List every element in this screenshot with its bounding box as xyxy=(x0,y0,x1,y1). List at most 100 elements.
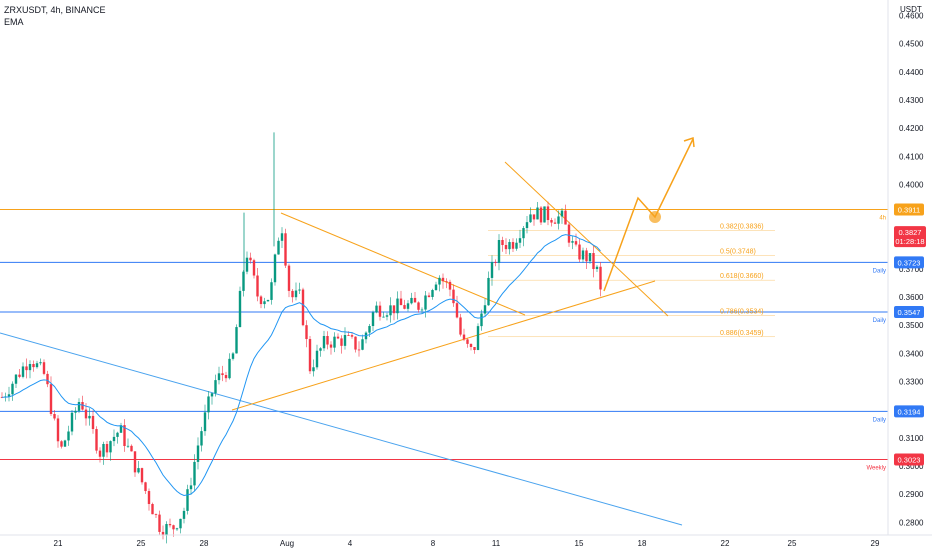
candle-body xyxy=(462,334,466,340)
candle xyxy=(263,297,266,309)
candle xyxy=(480,309,483,331)
candle-body xyxy=(343,335,347,346)
trendlines[interactable] xyxy=(0,161,683,526)
candle-body xyxy=(581,250,585,260)
candle xyxy=(56,415,60,448)
symbol-title[interactable]: ZRXUSDT, 4h, BINANCE xyxy=(4,5,106,15)
candle xyxy=(599,262,602,297)
level-price-label: 0.3023 xyxy=(898,456,921,465)
legend: ZRXUSDT, 4h, BINANCE EMA xyxy=(4,4,106,28)
candle xyxy=(242,270,245,297)
candle xyxy=(133,451,137,477)
ascending-trendline[interactable] xyxy=(231,280,656,411)
candle-body xyxy=(130,445,133,452)
candle-body xyxy=(214,380,217,394)
candle xyxy=(403,299,406,310)
time-tick-label: Aug xyxy=(280,539,294,548)
price-tick-label: 0.3400 xyxy=(899,349,924,358)
candle-body xyxy=(438,277,441,285)
descending-trendline[interactable] xyxy=(0,332,683,526)
candle xyxy=(469,343,473,351)
resistance-trendline[interactable] xyxy=(280,212,526,316)
projection-pivot-marker[interactable] xyxy=(649,211,661,223)
indicator-label[interactable]: EMA xyxy=(4,17,24,27)
candle-body xyxy=(410,297,413,304)
candle xyxy=(588,253,592,264)
time-tick-label: 4 xyxy=(348,539,353,548)
candle-body xyxy=(21,366,25,377)
current-price-tag xyxy=(894,226,926,248)
candle-body xyxy=(116,432,119,437)
candle-body xyxy=(571,241,574,243)
fib-level-label: 0.618(0.3660) xyxy=(720,273,764,280)
candle xyxy=(529,207,532,223)
candle-body xyxy=(560,210,564,217)
candle xyxy=(7,386,11,402)
wedge-trendline[interactable] xyxy=(504,161,669,317)
candle-body xyxy=(270,282,273,300)
price-tick-label: 0.4000 xyxy=(899,180,924,189)
candle-body xyxy=(420,309,424,311)
candle xyxy=(522,226,525,247)
candle xyxy=(256,267,259,302)
candle-body xyxy=(567,224,571,243)
candle xyxy=(105,440,109,458)
candle-body xyxy=(347,335,350,336)
candle-body xyxy=(221,373,224,376)
candle-body xyxy=(291,290,294,298)
candle xyxy=(193,454,196,492)
candle-body xyxy=(60,441,63,447)
candle xyxy=(63,439,67,448)
candle xyxy=(581,247,585,263)
candle xyxy=(287,263,291,298)
price-tick-label: 0.3000 xyxy=(899,462,924,471)
candle-body xyxy=(175,528,179,530)
time-axis[interactable]: 21 25 28 Aug 4 8 11 15 18 22 25 29 xyxy=(54,539,880,548)
candle xyxy=(354,336,357,353)
candle-body xyxy=(480,313,483,327)
candle-body xyxy=(476,326,480,350)
candle-body xyxy=(165,524,168,536)
candle xyxy=(25,358,28,379)
candle-body xyxy=(368,326,371,333)
candle xyxy=(413,291,417,303)
candle xyxy=(525,216,529,234)
candle-body xyxy=(39,362,42,364)
fib-retracement[interactable]: 0.382(0.3836) 0.5(0.3748) 0.618(0.3660) 0.7… xyxy=(488,224,775,338)
fib-level-label: 0.5(0.3748) xyxy=(720,248,756,255)
candle xyxy=(144,481,147,495)
candle xyxy=(501,236,504,252)
candle-body xyxy=(207,396,210,413)
candle-body xyxy=(385,315,389,317)
candle xyxy=(284,228,287,268)
candle xyxy=(154,513,158,519)
projection-arrowhead xyxy=(683,136,695,148)
projection-arrow[interactable] xyxy=(603,136,695,292)
candle-body xyxy=(508,242,511,250)
candle xyxy=(175,527,179,531)
candle-body xyxy=(259,296,263,305)
candle-body xyxy=(84,409,88,419)
candle-body xyxy=(25,366,28,371)
candle-body xyxy=(315,350,319,368)
countdown-label: 01:28:18 xyxy=(895,237,924,246)
candle-body xyxy=(63,440,67,447)
candle xyxy=(592,246,595,278)
horizontal-levels[interactable]: 4h Daily Daily Daily Weekly xyxy=(0,208,888,472)
candle-body xyxy=(14,374,18,384)
candle-body xyxy=(497,239,501,263)
candle-body xyxy=(539,207,543,223)
candle-body xyxy=(483,305,487,314)
candle-body xyxy=(511,242,515,249)
candle xyxy=(277,237,280,255)
projection-path[interactable] xyxy=(603,138,694,292)
candle xyxy=(462,328,466,342)
candle-body xyxy=(186,489,189,511)
candle xyxy=(322,330,326,352)
candle-body xyxy=(249,257,252,261)
candle xyxy=(385,312,389,321)
candle-body xyxy=(329,344,333,348)
candle xyxy=(32,360,35,372)
